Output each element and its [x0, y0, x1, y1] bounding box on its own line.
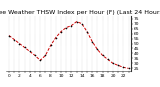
Title: Milwaukee Weather THSW Index per Hour (F) (Last 24 Hours): Milwaukee Weather THSW Index per Hour (F… — [0, 10, 160, 15]
